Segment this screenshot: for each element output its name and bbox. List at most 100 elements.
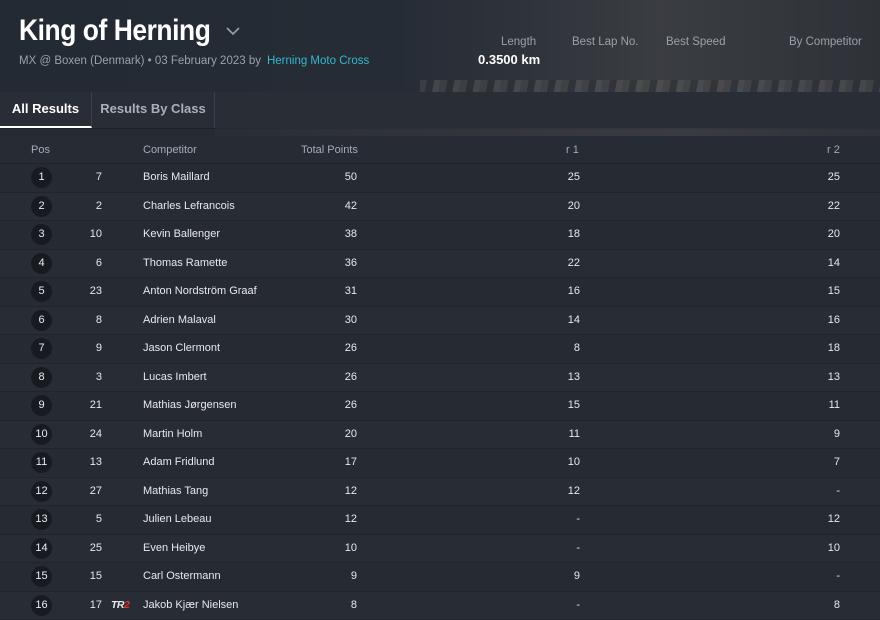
race1-points: 11 [540,428,580,440]
competitor-name[interactable]: Julien Lebeau [143,513,212,525]
organizer-link[interactable]: Herning Moto Cross [267,55,369,67]
position-badge: 14 [31,538,52,559]
competitor-name[interactable]: Boris Maillard [143,171,210,183]
length-value: 0.3500 km [478,52,540,67]
total-points: 38 [317,228,357,240]
race-number: 6 [62,257,102,269]
event-header: King of Herning MX @ Boxen (Denmark) • 0… [0,0,880,92]
race1-points: 16 [540,285,580,297]
position-badge: 8 [31,367,52,388]
total-points: 20 [317,428,357,440]
competitor-name[interactable]: Mathias Tang [143,485,208,497]
table-row[interactable]: 11 13 Adam Fridlund 17 10 7 [0,449,880,478]
race2-points: 8 [800,599,840,611]
by-competitor-label[interactable]: By Competitor [789,36,862,48]
table-row[interactable]: 3 10 Kevin Ballenger 38 18 20 [0,221,880,250]
position-badge: 3 [31,224,52,245]
competitor-name[interactable]: Jakob Kjær Nielsen [143,599,238,611]
header-r1[interactable]: r 1 [566,144,579,156]
race1-points: 18 [540,228,580,240]
total-points: 36 [317,257,357,269]
race2-points: 18 [800,342,840,354]
competitor-name[interactable]: Even Heibye [143,542,205,554]
race-number: 24 [62,428,102,440]
race1-points: 14 [540,314,580,326]
race-number: 3 [62,371,102,383]
position-badge: 11 [31,452,52,473]
position-badge: 13 [31,509,52,530]
team-logo: TR2 [111,599,129,611]
length-label: Length [501,36,536,48]
race-number: 27 [62,485,102,497]
race1-points: - [540,599,580,611]
title-row[interactable]: King of Herning [19,14,242,48]
position-badge: 2 [31,196,52,217]
total-points: 30 [317,314,357,326]
total-points: 26 [317,342,357,354]
race2-points: 9 [800,428,840,440]
position-badge: 5 [31,281,52,302]
position-badge: 4 [31,253,52,274]
race-number: 2 [62,200,102,212]
race1-points: 10 [540,456,580,468]
position-badge: 7 [31,338,52,359]
header-r2[interactable]: r 2 [827,144,840,156]
competitor-name[interactable]: Anton Nordström Graaf [143,285,257,297]
race2-points: 15 [800,285,840,297]
header-total-points[interactable]: Total Points [301,144,358,156]
race-number: 23 [62,285,102,297]
race2-points: 13 [800,371,840,383]
competitor-name[interactable]: Lucas Imbert [143,371,207,383]
race2-points: 11 [800,399,840,411]
chevron-down-icon[interactable] [224,22,242,40]
race1-points: 8 [540,342,580,354]
total-points: 12 [317,513,357,525]
competitor-name[interactable]: Adrien Malaval [143,314,216,326]
header-competitor[interactable]: Competitor [143,144,197,156]
total-points: 50 [317,171,357,183]
competitor-name[interactable]: Martin Holm [143,428,202,440]
competitor-name[interactable]: Carl Ostermann [143,570,221,582]
competitor-name[interactable]: Jason Clermont [143,342,220,354]
race2-points: 25 [800,171,840,183]
competitor-name[interactable]: Thomas Ramette [143,257,227,269]
tab-results-by-class[interactable]: Results By Class [92,92,215,128]
table-header: Pos Competitor Total Points r 1 r 2 [0,136,880,164]
race2-points: 7 [800,456,840,468]
race-number: 13 [62,456,102,468]
race-number: 10 [62,228,102,240]
competitor-name[interactable]: Kevin Ballenger [143,228,220,240]
total-points: 42 [317,200,357,212]
race-number: 17 [62,599,102,611]
total-points: 12 [317,485,357,497]
competitor-name[interactable]: Adam Fridlund [143,456,215,468]
total-points: 17 [317,456,357,468]
position-badge: 15 [31,566,52,587]
tab-all-results[interactable]: All Results [0,92,92,128]
total-points: 9 [317,570,357,582]
race2-points: 16 [800,314,840,326]
race-number: 5 [62,513,102,525]
header-pos[interactable]: Pos [31,144,50,156]
race2-points: 20 [800,228,840,240]
competitor-name[interactable]: Mathias Jørgensen [143,399,237,411]
total-points: 26 [317,399,357,411]
race1-points: - [540,513,580,525]
race1-points: 12 [540,485,580,497]
competitor-name[interactable]: Charles Lefrancois [143,200,235,212]
